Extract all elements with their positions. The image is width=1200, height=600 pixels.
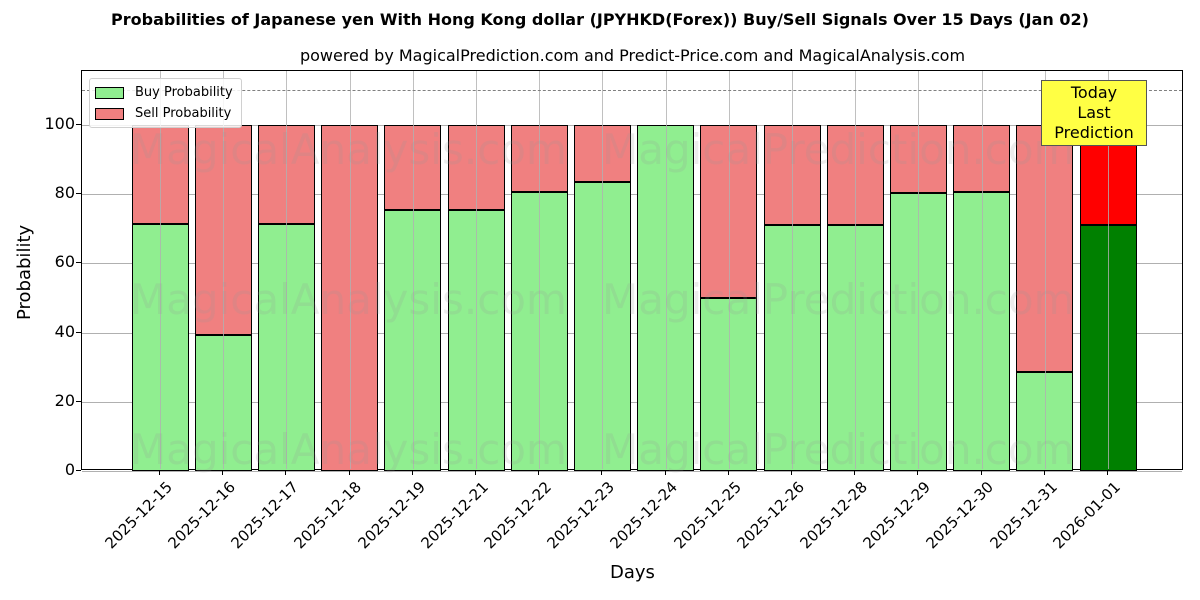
x-tick-label: 2025-12-19 [354,478,429,553]
gridline-horizontal [82,263,1182,265]
buy-swatch-icon [95,86,124,99]
y-tick-mark [76,331,81,333]
gridline-vertical [349,71,351,469]
gridline-vertical [918,71,920,469]
gridline-vertical [1044,71,1046,469]
gridline-horizontal [82,471,1182,472]
x-tick-mark [917,470,919,475]
y-axis-title: Probability [14,224,35,320]
gridline-vertical [665,71,667,469]
reference-line [82,90,1182,92]
legend-sell-label: Sell Probability [135,106,232,121]
x-tick-mark [159,470,160,475]
y-tick-label: 80 [54,183,75,203]
x-tick-mark [1043,470,1045,475]
x-tick-label: 2026-01-01 [1049,478,1124,553]
x-tick-mark [727,470,729,475]
x-tick-mark [854,470,856,475]
x-tick-label: 2025-12-30 [922,478,998,553]
y-tick-mark [76,193,81,195]
gridline-horizontal [82,401,1182,403]
gridline-vertical [855,71,857,469]
x-tick-mark [348,470,350,475]
x-tick-label: 2025-12-28 [796,478,871,553]
x-tick-label: 2025-12-18 [290,478,366,553]
legend-item-buy: Buy Probability [95,82,233,103]
x-tick-mark [222,470,224,475]
gridline-vertical [223,71,225,469]
gridline-horizontal [82,332,1182,334]
x-tick-label: 2025-12-23 [543,478,619,553]
x-tick-label: 2025-12-25 [670,478,745,553]
sell-swatch-icon [95,107,124,120]
legend-item-sell: Sell Probability [95,103,233,124]
x-tick-label: 2025-12-24 [606,478,682,553]
x-axis-title: Days [610,562,655,583]
x-tick-label: 2025-12-26 [733,478,808,553]
y-tick-label: 60 [54,252,75,272]
plot-area: Buy Probability Sell Probability Today L… [81,70,1183,474]
x-tick-mark [980,470,982,475]
gridline-vertical [1108,71,1109,469]
x-tick-mark [1107,470,1108,475]
annotation-line-1: Today [1070,83,1118,102]
gridline-vertical [792,71,793,469]
y-tick-label: 0 [64,460,75,479]
gridline-vertical [602,71,604,469]
x-tick-mark [791,470,792,475]
x-tick-label: 2025-12-22 [480,478,555,553]
x-tick-label: 2025-12-29 [859,478,935,553]
y-tick-mark [76,262,81,264]
y-tick-label: 100 [44,114,75,133]
x-tick-mark [601,470,603,475]
annotation-line-2: Last Prediction [1054,103,1134,142]
chart-title: Probabilities of Japanese yen With Hong … [111,10,1089,29]
chart-subtitle: powered by MagicalPrediction.com and Pre… [299,46,966,65]
y-tick-mark [76,124,81,125]
x-tick-label: 2025-12-17 [227,478,303,553]
x-tick-mark [285,470,287,475]
gridline-horizontal [82,194,1182,196]
gridline-horizontal [82,125,1182,126]
x-tick-label: 2025-12-15 [101,478,176,553]
x-tick-mark [411,470,413,475]
gridline-vertical [981,71,983,469]
gridline-vertical [412,71,414,469]
y-tick-label: 40 [54,321,75,341]
x-tick-mark [538,470,540,475]
gridline-vertical [539,71,541,469]
gridline-vertical [476,71,477,469]
x-tick-label: 2025-12-16 [164,478,239,553]
y-tick-label: 20 [54,390,75,410]
gridline-vertical [286,71,288,469]
legend: Buy Probability Sell Probability [89,78,242,128]
today-annotation: Today Last Prediction [1041,80,1147,146]
gridline-vertical [160,71,161,469]
y-tick-mark [76,470,81,471]
y-tick-mark [76,400,81,402]
legend-buy-label: Buy Probability [135,85,233,100]
x-tick-label: 2025-12-21 [417,478,492,553]
gridline-vertical [728,71,730,469]
x-tick-mark [475,470,476,475]
x-tick-label: 2025-12-31 [986,478,1061,553]
x-tick-mark [664,470,666,475]
